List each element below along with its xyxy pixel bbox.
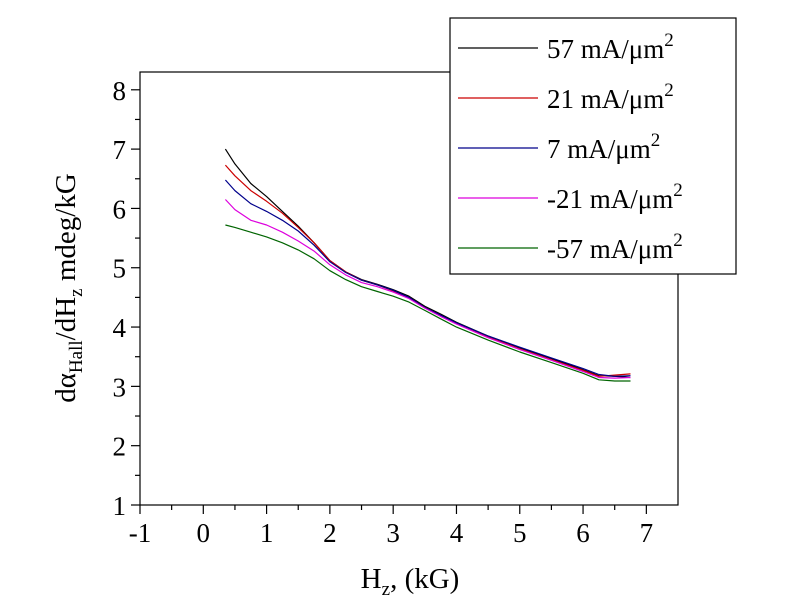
legend-label-1: 57 mA/μm2 bbox=[547, 30, 674, 64]
y-tick-label: 1 bbox=[113, 491, 127, 521]
legend-box bbox=[449, 17, 737, 275]
tick-labels: -1 0 1 2 3 4 5 6 7 1 2 3 4 5 6 7 8 bbox=[113, 76, 654, 548]
series-line-3 bbox=[224, 179, 631, 377]
x-tick-label: 3 bbox=[386, 518, 400, 548]
x-tick-label: 6 bbox=[576, 518, 590, 548]
legend-label-3: 7 mA/μm2 bbox=[547, 130, 660, 164]
plot-frame bbox=[139, 71, 679, 506]
y-tick-label: 8 bbox=[113, 76, 127, 106]
axis-ticks bbox=[131, 89, 647, 514]
x-tick-label: 1 bbox=[260, 518, 274, 548]
x-tick-label: 0 bbox=[197, 518, 211, 548]
y-tick-label: 3 bbox=[113, 372, 127, 402]
y-tick-label: 7 bbox=[113, 135, 127, 165]
x-tick-label: -1 bbox=[129, 518, 152, 548]
legend-label-2: 21 mA/μm2 bbox=[547, 80, 674, 114]
y-tick-label: 2 bbox=[113, 432, 127, 462]
legend: 57 mA/μm2 21 mA/μm2 7 mA/μm2 -21 mA/μm2 -57 … bbox=[449, 17, 737, 275]
x-axis-title: Hz, (kG) bbox=[361, 563, 460, 600]
legend-label-4: -21 mA/μm2 bbox=[547, 180, 683, 214]
series-line-5 bbox=[225, 224, 631, 382]
y-tick-label: 6 bbox=[113, 194, 127, 224]
y-tick-label: 5 bbox=[113, 254, 127, 284]
x-tick-label: 2 bbox=[323, 518, 337, 548]
series-lines bbox=[224, 148, 631, 382]
x-tick-label: 4 bbox=[450, 518, 464, 548]
x-tick-label: 7 bbox=[640, 518, 654, 548]
series-line-4 bbox=[224, 199, 631, 379]
y-axis-title: dαHall/dHz mdeg/kG bbox=[50, 173, 87, 403]
y-tick-label: 4 bbox=[113, 313, 127, 343]
legend-label-5: -57 mA/μm2 bbox=[547, 230, 683, 264]
x-tick-label: 5 bbox=[513, 518, 527, 548]
